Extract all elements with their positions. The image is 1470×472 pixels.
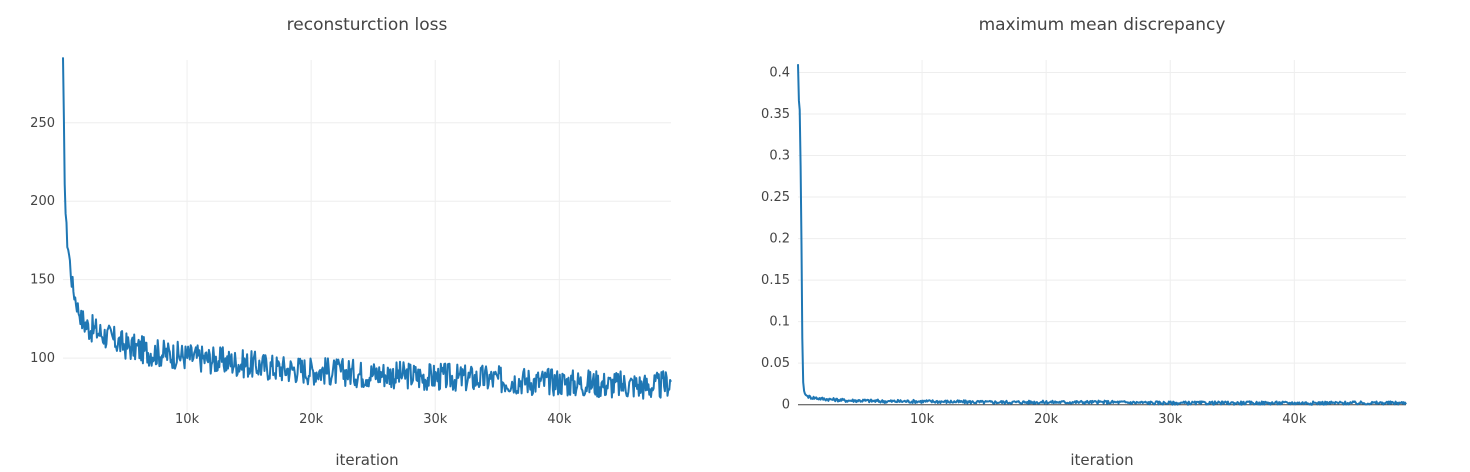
loss-x-tick-label: 30k xyxy=(423,412,448,427)
mmd-x-tick-label: 30k xyxy=(1158,412,1183,427)
mmd-x-tick-label: 40k xyxy=(1282,412,1307,427)
mmd-y-tick-label: 0.25 xyxy=(761,190,790,205)
mmd-chart-title: maximum mean discrepancy xyxy=(979,15,1226,35)
mmd-x-tick-label: 20k xyxy=(1034,412,1059,427)
loss-y-tick-label: 100 xyxy=(30,351,55,366)
mmd-y-tick-label: 0.1 xyxy=(769,315,790,330)
loss-x-tick-label: 10k xyxy=(175,412,200,427)
loss-chart: 10k 20k 30k 40k 100 150 200 250 reconsturction l… xyxy=(30,15,672,469)
loss-series-line xyxy=(62,57,672,400)
loss-x-tick-label: 40k xyxy=(547,412,572,427)
mmd-y-tick-label: 0.35 xyxy=(761,107,790,122)
mmd-x-axis-label: iteration xyxy=(1070,451,1133,469)
mmd-y-tick-label: 0.2 xyxy=(769,232,790,247)
loss-x-tick-label: 20k xyxy=(299,412,324,427)
mmd-y-tick-label: 0 xyxy=(782,398,790,413)
mmd-y-tick-label: 0.05 xyxy=(761,356,790,371)
loss-x-axis-label: iteration xyxy=(335,451,398,469)
mmd-y-tick-label: 0.15 xyxy=(761,273,790,288)
mmd-x-tick-label: 10k xyxy=(910,412,935,427)
mmd-chart: 10k 20k 30k 40k 0 0.05 0.1 0.15 0.2 0.25 0.3 0.35 0.… xyxy=(761,15,1407,469)
loss-y-tick-label: 200 xyxy=(30,194,55,209)
loss-y-tick-label: 150 xyxy=(30,273,55,288)
mmd-y-tick-label: 0.3 xyxy=(769,149,790,164)
loss-y-tick-label: 250 xyxy=(30,116,55,131)
loss-chart-title: reconsturction loss xyxy=(287,15,448,35)
mmd-y-tick-label: 0.4 xyxy=(769,65,790,80)
mmd-series-line xyxy=(797,64,1407,406)
